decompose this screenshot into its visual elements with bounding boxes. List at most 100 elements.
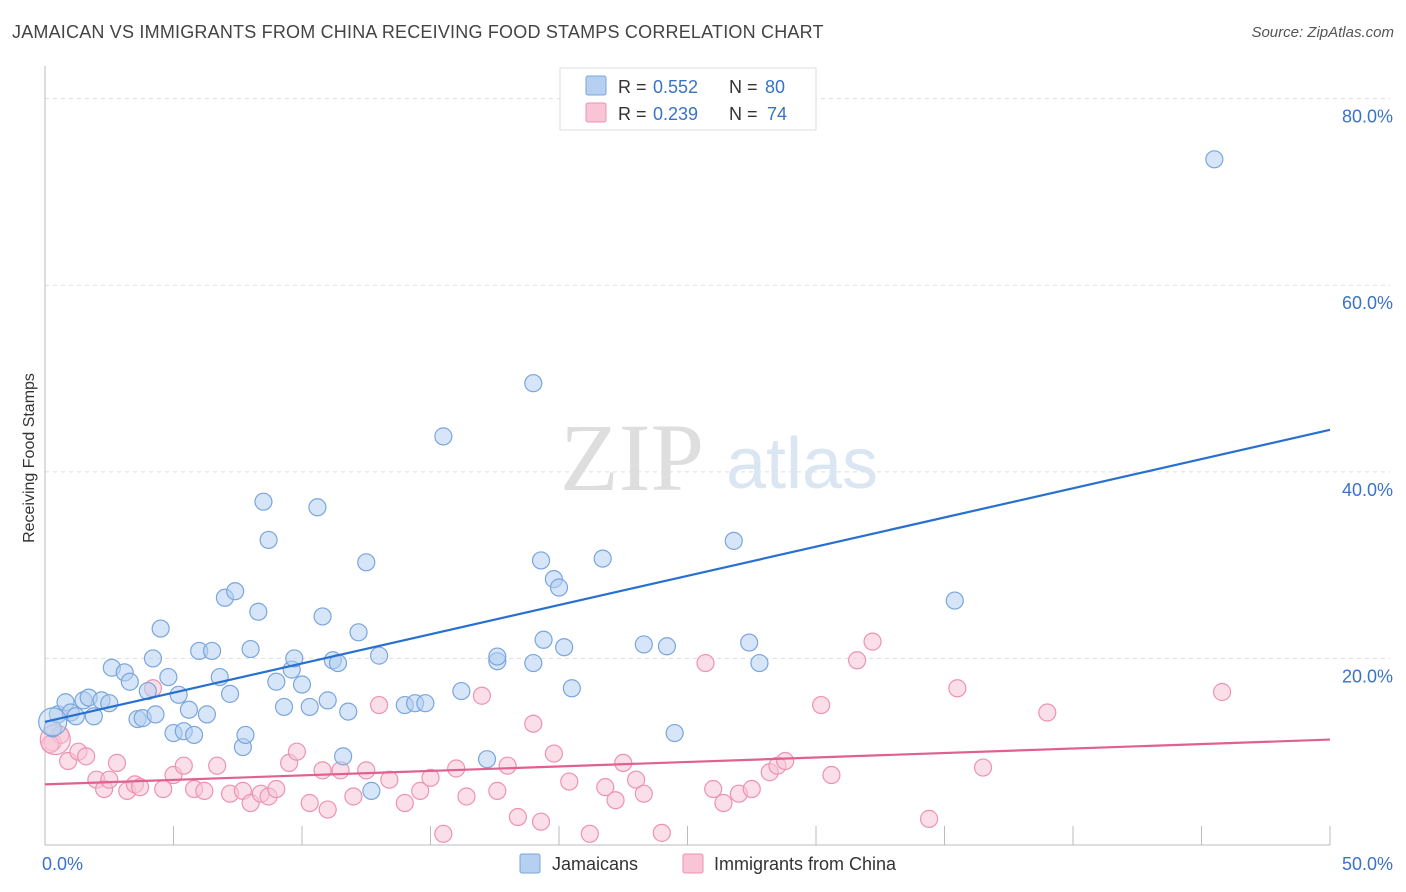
point-china-65 — [822, 765, 841, 785]
point-china-56 — [696, 653, 715, 673]
point-jamaicans-26 — [197, 705, 217, 724]
point-jamaicans-78 — [945, 591, 964, 610]
legend: R = 0.552 N = 80 R = 0.239 N = 74 — [559, 67, 817, 131]
point-jamaicans-66 — [534, 630, 553, 649]
point-china-4 — [77, 747, 96, 766]
trend-line-china — [44, 738, 1331, 786]
point-china-50 — [596, 778, 615, 797]
point-china-17 — [195, 781, 214, 800]
point-china-34 — [380, 770, 399, 789]
legend-r-value-1: 0.552 — [653, 77, 698, 97]
point-china-66 — [848, 651, 867, 670]
point-jamaicans-57 — [416, 694, 435, 713]
point-china-27 — [300, 793, 319, 813]
point-jamaicans-43 — [300, 697, 319, 717]
point-china-36 — [411, 781, 430, 800]
point-jamaicans-31 — [226, 582, 245, 601]
source-label: Source: ZipAtlas.com — [1251, 24, 1394, 41]
chart-title: JAMAICAN VS IMMIGRANTS FROM CHINA RECEIV… — [12, 22, 824, 42]
point-jamaicans-30 — [220, 684, 240, 703]
point-china-28 — [313, 761, 332, 780]
point-china-26 — [287, 742, 306, 761]
y-tick-label-60: 60.0% — [1342, 293, 1393, 313]
point-jamaicans-59 — [452, 681, 471, 701]
bottom-legend: Jamaicans Immigrants from China — [519, 853, 897, 874]
point-jamaicans-50 — [339, 702, 358, 721]
point-jamaicans-21 — [169, 685, 188, 704]
point-jamaicans-44 — [308, 498, 327, 517]
point-china-48 — [560, 772, 579, 791]
point-jamaicans-51 — [349, 623, 368, 642]
point-jamaicans-70 — [562, 679, 581, 698]
bottom-legend-swatch-jamaicans — [519, 853, 541, 874]
point-jamaicans-63 — [524, 653, 543, 673]
point-jamaicans-45 — [313, 607, 332, 626]
point-jamaicans-76 — [740, 633, 759, 652]
point-china-29 — [318, 800, 337, 819]
point-jamaicans-65 — [531, 551, 551, 570]
legend-n-value-2: 74 — [767, 104, 787, 124]
point-jamaicans-71 — [593, 549, 612, 568]
point-china-42 — [488, 781, 507, 800]
point-jamaicans-37 — [259, 530, 278, 550]
legend-n-label-1: N = — [729, 77, 758, 97]
point-china-39 — [447, 759, 466, 778]
point-china-8 — [107, 753, 127, 773]
point-jamaicans-54 — [370, 646, 389, 665]
point-jamaicans-74 — [665, 723, 684, 743]
point-china-58 — [714, 793, 733, 813]
point-jamaicans-39 — [274, 697, 294, 717]
point-china-69 — [948, 679, 967, 698]
legend-r-label-1: R = — [618, 77, 647, 97]
point-china-57 — [704, 779, 723, 799]
legend-swatch-china — [585, 102, 607, 123]
bottom-legend-china: Immigrants from China — [714, 854, 897, 874]
point-china-70 — [973, 758, 993, 777]
point-jamaicans-41 — [285, 649, 304, 668]
point-jamaicans-12 — [120, 672, 139, 691]
point-china-51 — [606, 791, 625, 810]
point-china-63 — [776, 751, 795, 771]
legend-n-value-1: 80 — [765, 77, 785, 97]
point-jamaicans-17 — [143, 649, 163, 668]
point-jamaicans-19 — [159, 667, 178, 687]
point-jamaicans-38 — [267, 672, 286, 691]
point-china-18 — [208, 756, 227, 775]
series-jamaicans-points — [38, 150, 1224, 800]
x-tick-label-max: 50.0% — [1342, 854, 1393, 874]
point-jamaicans-cluster — [38, 707, 68, 737]
point-jamaicans-79 — [1205, 150, 1224, 169]
y-tick-label-80: 80.0% — [1342, 107, 1393, 127]
watermark-zip: ZIP — [560, 404, 704, 511]
point-jamaicans-58 — [434, 427, 453, 446]
point-china-68 — [919, 809, 939, 828]
point-china-43 — [498, 756, 517, 775]
x-tick-label-min: 0.0% — [42, 854, 83, 874]
point-china-64 — [812, 695, 831, 715]
point-jamaicans-52 — [357, 553, 376, 572]
point-jamaicans-35 — [249, 602, 268, 621]
point-jamaicans-75 — [724, 531, 743, 550]
point-jamaicans-68 — [549, 578, 569, 597]
point-china-35 — [395, 793, 414, 813]
point-jamaicans-62 — [488, 647, 507, 666]
y-axis-label: Receiving Food Stamps — [21, 373, 38, 543]
bottom-legend-swatch-china — [682, 853, 704, 874]
point-jamaicans-33 — [236, 725, 255, 745]
point-china-37 — [421, 768, 440, 787]
point-jamaicans-27 — [202, 641, 222, 661]
point-china-71 — [1038, 703, 1057, 722]
point-china-40 — [457, 787, 476, 806]
point-china-47 — [544, 744, 563, 763]
legend-n-label-2: N = — [729, 104, 758, 124]
axes — [44, 66, 1331, 846]
point-china-38 — [434, 824, 453, 843]
point-jamaicans-46 — [318, 691, 337, 710]
point-china-67 — [863, 632, 882, 651]
trend-lines — [44, 428, 1331, 786]
point-jamaicans-34 — [241, 639, 260, 659]
point-china-7 — [100, 770, 119, 789]
point-jamaicans-18 — [151, 619, 170, 638]
point-jamaicans-77 — [750, 653, 769, 673]
point-china-31 — [344, 787, 363, 806]
